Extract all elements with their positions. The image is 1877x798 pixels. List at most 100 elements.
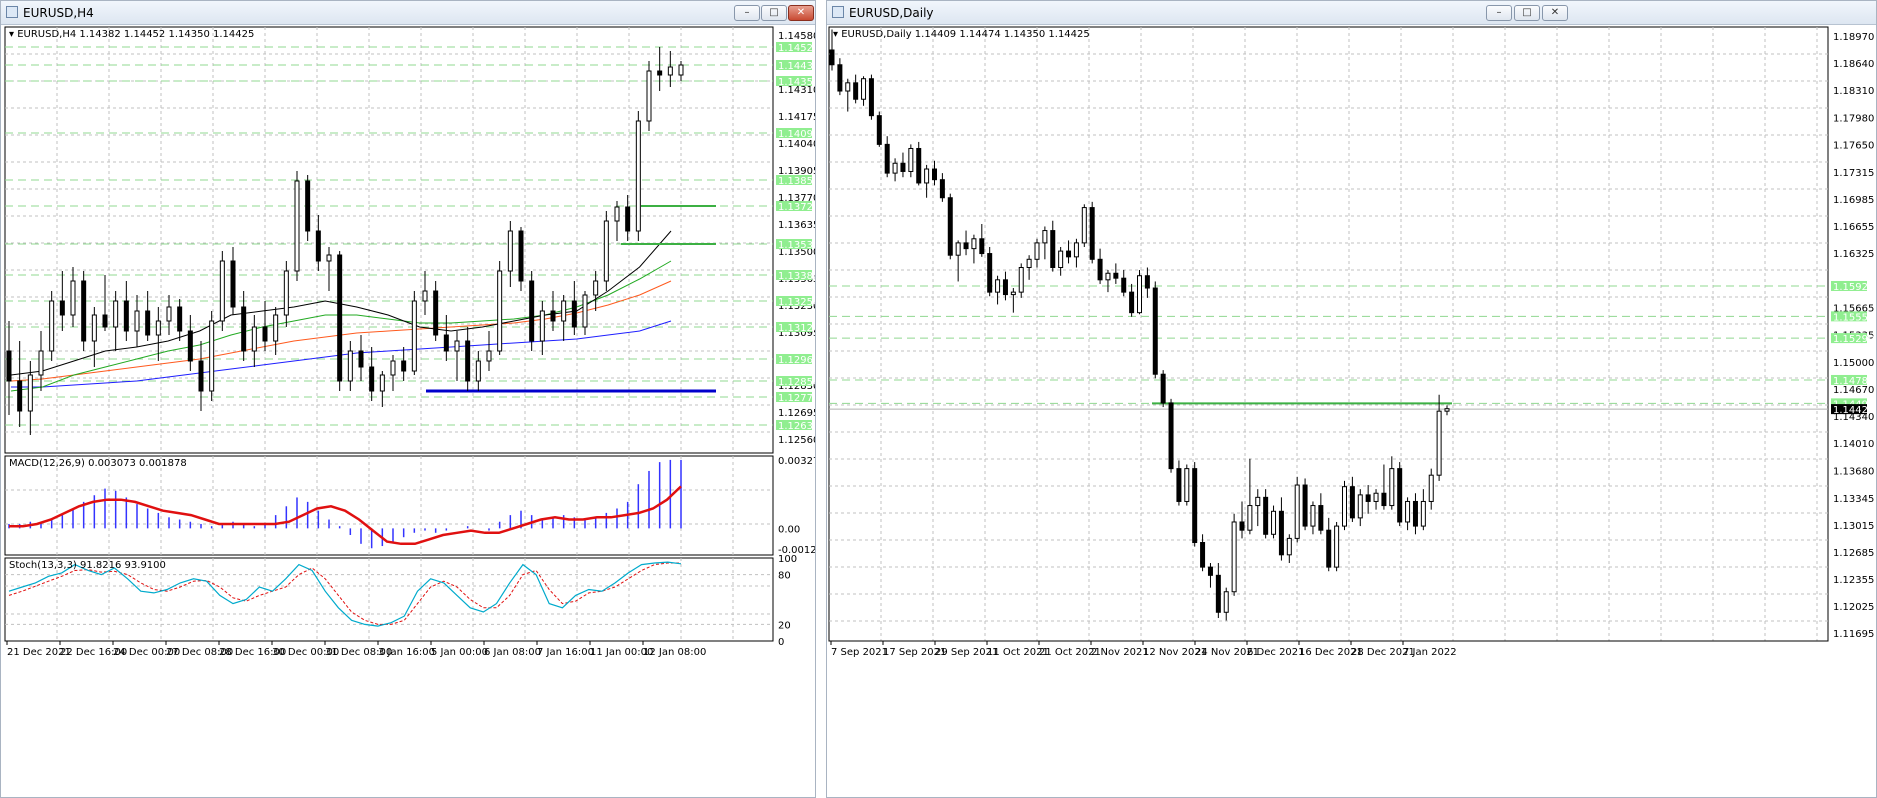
time-axis-label: 17 Sep 2021 bbox=[883, 647, 946, 658]
candle-bearish bbox=[369, 366, 375, 392]
price-tag-label: 1.13855 bbox=[778, 176, 815, 187]
candle-bearish bbox=[1263, 496, 1269, 535]
price-tag-bg bbox=[776, 392, 812, 402]
price-axis-label: 1.14310 bbox=[778, 85, 815, 96]
candle-bearish bbox=[900, 162, 906, 172]
candle-bearish bbox=[1050, 230, 1056, 269]
price-axis-label: 1.18640 bbox=[1833, 59, 1874, 70]
candle-bearish bbox=[1144, 275, 1150, 289]
price-tag-label: 1.15290 bbox=[1833, 334, 1874, 345]
candle-bullish bbox=[667, 66, 673, 76]
candle-bullish bbox=[1271, 510, 1277, 535]
price-panel bbox=[4, 26, 774, 454]
maximize-button[interactable]: □ bbox=[1514, 5, 1540, 21]
time-axis-label: 21 Oct 2021 bbox=[1039, 647, 1101, 658]
price-tag-label: 1.14520 bbox=[778, 43, 815, 54]
candle-bullish bbox=[908, 147, 914, 172]
candle-bullish bbox=[1286, 537, 1292, 556]
time-axis-label: 6 Jan 08:00 bbox=[484, 647, 541, 658]
price-tag-bg bbox=[1831, 398, 1867, 409]
time-axis-label: 28 Dec 16:00 bbox=[219, 647, 286, 658]
candle-bearish bbox=[947, 197, 953, 256]
candle-bullish bbox=[1389, 468, 1395, 507]
price-tag-label: 1.12770 bbox=[778, 393, 815, 404]
close-button[interactable]: ✕ bbox=[1542, 5, 1568, 21]
macd-panel bbox=[4, 455, 774, 556]
candle-bullish bbox=[1342, 486, 1347, 527]
price-tag-bg bbox=[776, 420, 812, 430]
candle-bullish bbox=[454, 340, 460, 352]
candle-bearish bbox=[550, 310, 556, 322]
candle-bearish bbox=[230, 260, 236, 308]
candle-bullish bbox=[70, 280, 76, 316]
time-axis-label: 5 Jan 00:00 bbox=[431, 647, 488, 658]
h4-chart-info: ▾ EURUSD,H4 1.14382 1.14452 1.14350 1.14… bbox=[9, 29, 254, 40]
price-tag-label: 1.14780 bbox=[1833, 376, 1874, 387]
candle-bearish bbox=[17, 380, 23, 412]
candle-bearish bbox=[571, 300, 577, 328]
candle-bullish bbox=[603, 220, 609, 282]
price-tag-label: 1.14430 bbox=[778, 61, 815, 72]
price-axis-label: 1.15000 bbox=[1833, 358, 1874, 369]
candle-bearish bbox=[1168, 402, 1174, 470]
price-axis-label: 1.13905 bbox=[778, 166, 815, 177]
price-axis-label: 1.13500 bbox=[778, 247, 815, 258]
candle-bullish bbox=[678, 64, 684, 76]
candle-bullish bbox=[1444, 408, 1450, 412]
candle-bearish bbox=[916, 147, 922, 184]
h4-chart-area[interactable]: ▾ EURUSD,H4 1.14382 1.14452 1.14350 1.14… bbox=[1, 25, 815, 797]
time-axis-label: 2 Nov 2021 bbox=[1091, 647, 1149, 658]
maximize-button[interactable]: □ bbox=[761, 5, 787, 21]
price-axis-label: 1.14040 bbox=[778, 139, 815, 150]
candle-bearish bbox=[187, 330, 193, 362]
candle-bullish bbox=[379, 374, 385, 392]
daily-window-titlebar[interactable]: EURUSD,Daily – □ ✕ bbox=[827, 1, 1876, 25]
stoch-main-line bbox=[8, 561, 682, 627]
close-button[interactable]: ✕ bbox=[788, 5, 814, 21]
candle-bullish bbox=[1223, 591, 1229, 613]
price-axis-label: 1.13680 bbox=[1833, 466, 1874, 477]
price-axis-label: 1.13635 bbox=[778, 220, 815, 231]
candle-bearish bbox=[59, 300, 65, 316]
candle-bullish bbox=[995, 279, 1001, 293]
candle-bullish bbox=[1010, 291, 1016, 296]
h4-window-titlebar[interactable]: EURUSD,H4 – □ ✕ bbox=[1, 1, 815, 25]
stoch-axis-label: 100 bbox=[778, 554, 797, 565]
price-axis-label: 1.14175 bbox=[778, 112, 815, 123]
price-axis-label: 1.13770 bbox=[778, 193, 815, 204]
time-axis-label: 31 Dec 08:00 bbox=[325, 647, 392, 658]
stoch-label: Stoch(13,3,3) 91.8216 93.9100 bbox=[9, 560, 166, 571]
price-axis-label: 1.15665 bbox=[1833, 303, 1874, 314]
macd-axis-label: 0.00 bbox=[778, 524, 800, 535]
candle-bullish bbox=[1405, 500, 1411, 523]
price-axis-label: 1.14340 bbox=[1833, 412, 1874, 423]
daily-window-title: EURUSD,Daily bbox=[849, 6, 934, 20]
candle-bullish bbox=[1357, 494, 1363, 519]
price-axis-label: 1.17650 bbox=[1833, 140, 1874, 151]
price-tag-bg bbox=[1831, 311, 1867, 322]
candle-bearish bbox=[1412, 500, 1418, 527]
macd-signal-line bbox=[9, 485, 682, 546]
price-axis-label: 1.12355 bbox=[1833, 575, 1874, 586]
price-axis-label: 1.18970 bbox=[1833, 32, 1874, 43]
macd-axis-label: -0.001206 bbox=[778, 545, 815, 556]
price-axis-label: 1.14010 bbox=[1833, 439, 1874, 450]
candle-bearish bbox=[876, 115, 882, 145]
time-axis-label: 28 Dec 2021 bbox=[1351, 647, 1415, 658]
daily-chart-area[interactable]: ▾ EURUSD,Daily 1.14409 1.14474 1.14350 1… bbox=[827, 25, 1876, 797]
minimize-button[interactable]: – bbox=[1486, 5, 1512, 21]
current-price-tag: 1.14425 bbox=[1833, 405, 1874, 416]
candle-bullish bbox=[91, 314, 97, 342]
price-tag-label: 1.13535 bbox=[778, 240, 815, 251]
candle-bearish bbox=[1365, 494, 1371, 502]
minimize-button[interactable]: – bbox=[734, 5, 760, 21]
candle-bullish bbox=[582, 294, 588, 328]
candle-bearish bbox=[1397, 468, 1403, 523]
candle-bearish bbox=[1302, 484, 1308, 527]
candle-bearish bbox=[1239, 521, 1245, 531]
macd-label: MACD(12,26,9) 0.003073 0.001878 bbox=[9, 458, 187, 469]
candle-bearish bbox=[1160, 373, 1166, 404]
candle-bearish bbox=[262, 326, 268, 342]
candle-bullish bbox=[892, 162, 898, 174]
candle-bullish bbox=[1373, 492, 1379, 502]
